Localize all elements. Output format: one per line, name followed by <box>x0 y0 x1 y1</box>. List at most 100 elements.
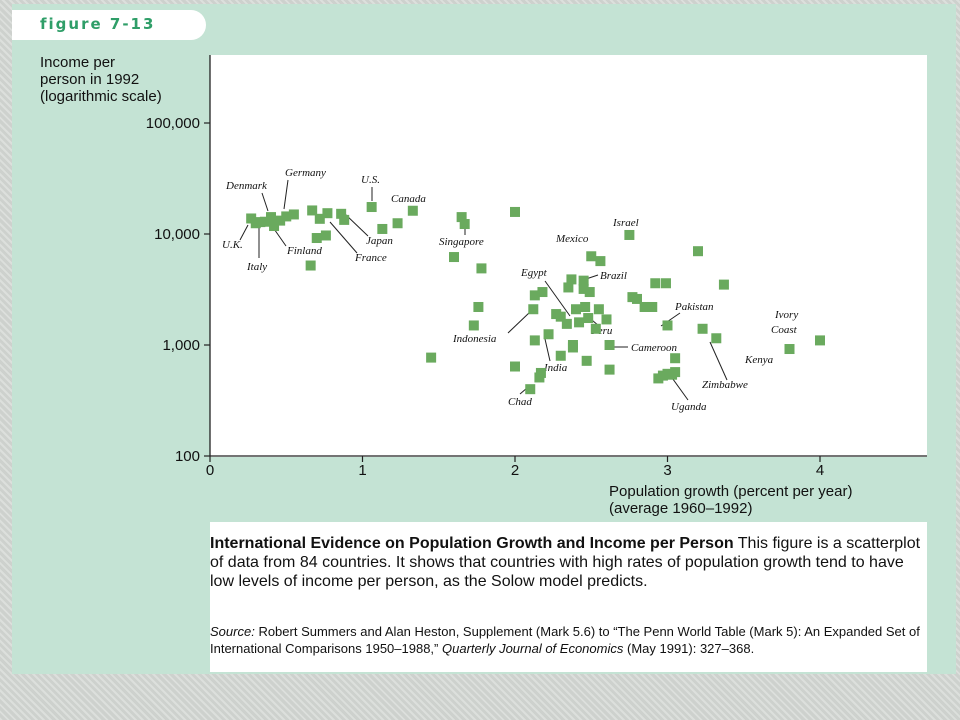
data-point <box>604 340 615 350</box>
annotation-label: Brazil <box>600 270 627 282</box>
data-point <box>510 206 520 217</box>
y-axis-label-line-2: person in 1992 <box>40 71 140 88</box>
data-point <box>563 282 574 293</box>
annotation-leader <box>239 224 249 241</box>
data-point <box>459 219 470 230</box>
caption-box <box>210 522 927 672</box>
annotation-label: Germany <box>285 167 326 179</box>
y-tick-label: 10,000 <box>154 226 200 243</box>
data-point <box>571 304 581 315</box>
caption-body: This figure is a scatterplot of data fro… <box>210 535 921 590</box>
data-point <box>449 252 459 263</box>
annotation-label: U.S. <box>361 174 380 186</box>
x-tick-label: 3 <box>663 462 671 479</box>
data-point <box>693 246 703 257</box>
data-point <box>697 323 708 334</box>
data-point <box>632 293 642 304</box>
data-point <box>670 353 681 364</box>
data-point <box>650 278 661 289</box>
data-point <box>426 352 437 363</box>
data-point <box>510 361 520 372</box>
annotation-label: Egypt <box>520 267 548 279</box>
source-text-2: (May 1991): 327–368. <box>626 641 755 656</box>
data-point <box>266 212 276 223</box>
data-point <box>529 290 540 301</box>
data-point <box>339 214 350 225</box>
data-point <box>586 251 597 262</box>
data-point <box>543 329 554 340</box>
data-point <box>581 355 592 366</box>
data-point <box>574 317 585 328</box>
annotation-leader <box>329 221 358 254</box>
data-point <box>377 223 388 234</box>
data-point <box>275 215 286 226</box>
data-point <box>366 202 377 213</box>
data-point <box>555 311 566 322</box>
data-point <box>566 274 577 285</box>
data-point <box>320 230 331 241</box>
annotation-leader <box>261 192 269 212</box>
annotation-label: Pakistan <box>674 301 714 313</box>
annotation-label: Kenya <box>744 354 774 366</box>
data-point <box>473 301 484 312</box>
data-point <box>336 208 347 219</box>
data-point <box>590 323 601 334</box>
data-point <box>288 209 299 220</box>
x-tick-label: 4 <box>816 462 824 479</box>
data-point <box>311 233 322 244</box>
data-point <box>567 340 578 350</box>
data-point <box>662 320 673 331</box>
y-axis-label: Income per person in 1992 (logarithmic s… <box>40 54 162 105</box>
annotation-label: Finland <box>286 245 322 257</box>
annotation-label: Uganda <box>671 401 707 413</box>
figure-tab <box>12 10 206 40</box>
annotation-label: France <box>354 252 387 264</box>
data-point <box>601 314 612 325</box>
caption-title: International Evidence on Population Gro… <box>210 535 734 552</box>
data-point <box>561 318 572 329</box>
annotation-label: Canada <box>391 193 426 205</box>
data-point <box>528 304 539 315</box>
figure-label: figure 7-13 <box>40 15 156 33</box>
x-tick-label: 2 <box>511 462 519 479</box>
data-point <box>456 212 467 223</box>
annotation-label: Coast <box>771 324 798 336</box>
annotation-label: Chad <box>508 396 532 408</box>
data-point <box>660 278 671 289</box>
annotation-leader <box>544 338 551 362</box>
annotation-label: India <box>543 362 568 374</box>
annotation-label: Japan <box>366 235 393 247</box>
x-axis-label-line-1: Population growth (percent per year) <box>609 483 853 500</box>
data-point <box>392 218 403 229</box>
annotation-label: Indonesia <box>452 333 497 345</box>
annotation-leader <box>283 179 289 210</box>
x-axis-label: Population growth (percent per year) (av… <box>609 483 852 517</box>
data-point <box>593 304 604 315</box>
data-point <box>525 384 536 395</box>
data-point <box>307 205 318 216</box>
data-point <box>639 301 650 312</box>
x-tick-label: 1 <box>358 462 366 479</box>
data-point <box>584 287 595 298</box>
data-point <box>815 335 825 346</box>
data-point <box>595 256 606 267</box>
data-point <box>407 205 418 216</box>
y-tick-label: 1,000 <box>162 337 200 354</box>
annotation-label: Mexico <box>555 233 589 245</box>
data-point <box>580 301 591 312</box>
data-point <box>670 367 681 378</box>
y-axis-label-line-1: Income per <box>40 54 116 71</box>
annotation-label: U.K. <box>222 239 243 251</box>
figure-caption: International Evidence on Population Gro… <box>210 534 922 591</box>
data-point <box>281 211 292 222</box>
annotation-label: Singapore <box>439 236 484 248</box>
data-point <box>305 260 316 271</box>
data-point <box>578 283 589 294</box>
data-point <box>578 275 589 286</box>
data-point <box>718 279 729 290</box>
source-note: Source: Robert Summers and Alan Heston, … <box>210 623 922 657</box>
y-tick-label: 100,000 <box>146 115 200 132</box>
x-tick-label: 0 <box>206 462 214 479</box>
data-point <box>314 213 325 224</box>
annotation-label: Cameroon <box>631 342 678 354</box>
